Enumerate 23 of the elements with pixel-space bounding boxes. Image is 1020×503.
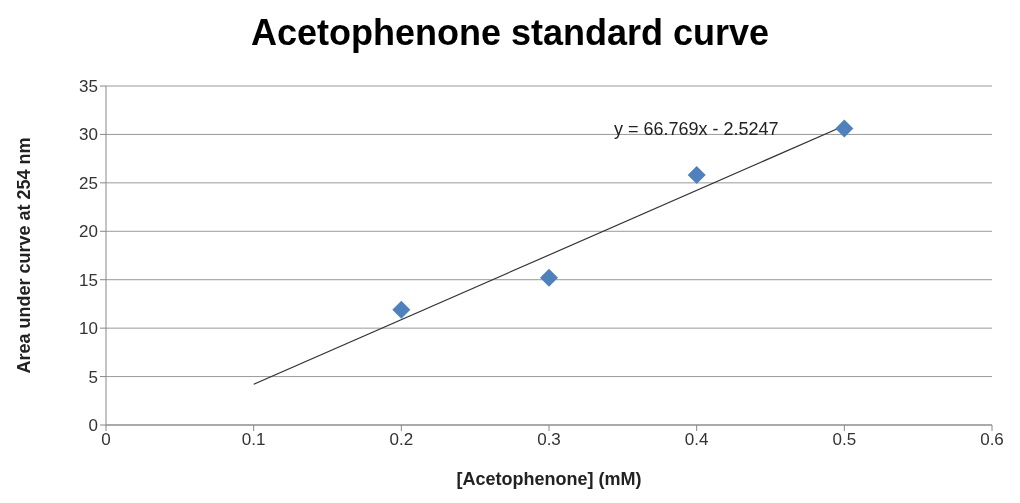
point [392,300,411,319]
y-tick-label: 15 [79,270,98,290]
point [540,268,558,287]
x-tick-label: 0.6 [980,430,1004,450]
annotation: y = 66.769x - 2.5247 [614,119,779,140]
y-tick-label: 30 [79,125,98,145]
y-tick-label: 20 [79,222,98,242]
x-tick-label: 0.5 [832,430,857,450]
x-tick-label: 0.4 [684,430,709,450]
x-tick-label: 0.2 [389,430,414,450]
y-tick-label: 0 [88,416,98,436]
y-tick-label: 35 [79,77,98,97]
x-tick-label: 0.3 [537,430,561,450]
x-tick-label: 0.1 [241,430,266,450]
y-tick-label: 5 [88,367,98,387]
x-tick-label: 0 [101,430,111,450]
y-tick-label: 25 [79,173,98,193]
x-axis-title: [Acetophenone] (mM) [456,469,642,489]
chart-title: Acetophenone standard curve [249,11,771,55]
y-tick-label: 10 [79,319,98,339]
point [687,166,706,185]
y-axis-title: Area under curve at 254 nm [14,137,35,374]
point [835,119,854,138]
